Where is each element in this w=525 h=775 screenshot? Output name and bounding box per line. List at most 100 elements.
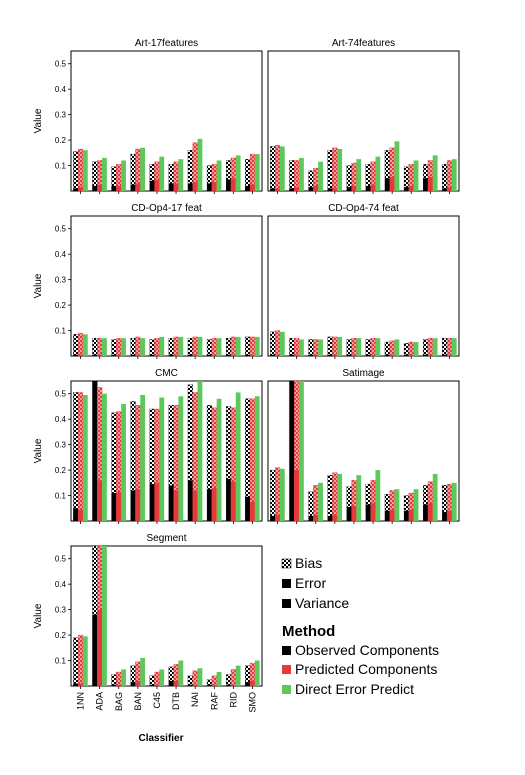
bar-predicted-error-NAI bbox=[192, 354, 198, 356]
bar-predicted-1NN bbox=[274, 145, 281, 192]
bar-observed-1NN bbox=[73, 392, 79, 522]
bar-direct-RAF bbox=[413, 342, 419, 356]
bar-observed-error-SMO bbox=[442, 512, 448, 521]
bar-predicted-SMO bbox=[446, 160, 452, 192]
bar-predicted-DTB bbox=[370, 338, 376, 357]
bar-observed-error-NAI bbox=[384, 510, 390, 521]
bar-observed-error-RAF bbox=[404, 187, 409, 191]
bar-direct-NAI bbox=[197, 336, 203, 356]
bar-direct-SMO bbox=[451, 338, 457, 356]
bar-observed-error-SMO bbox=[245, 496, 251, 521]
bar-predicted-error-RAF bbox=[408, 185, 414, 191]
panel-6: Satimage bbox=[267, 368, 460, 524]
bar-predicted-error-BAN bbox=[332, 354, 338, 356]
bar-direct-BAG bbox=[121, 669, 126, 686]
bar-observed-NAI bbox=[187, 675, 193, 687]
legend-label-direct: Direct Error Predict bbox=[295, 681, 414, 697]
bar-predicted-RID bbox=[427, 338, 433, 357]
bar-observed-RID bbox=[225, 338, 232, 357]
bar-direct-1NN bbox=[279, 146, 285, 191]
bar-observed-error-RAF bbox=[404, 510, 409, 521]
bar-observed-BAN bbox=[327, 150, 333, 192]
bar-predicted-BAN bbox=[332, 336, 338, 357]
bar-predicted-error-C45 bbox=[351, 185, 357, 191]
bar-predicted-error-ADA bbox=[97, 609, 103, 686]
bar-direct-1NN bbox=[82, 636, 88, 686]
bar-direct-ADA bbox=[102, 546, 107, 686]
bar-predicted-BAN bbox=[135, 336, 141, 357]
bar-observed-error-C45 bbox=[346, 354, 352, 356]
bar-direct-DTB bbox=[178, 336, 184, 356]
bar-predicted-error-BAG bbox=[313, 354, 319, 356]
bar-direct-BAN bbox=[337, 473, 343, 521]
bar-direct-ADA bbox=[102, 157, 107, 191]
bar-direct-C45 bbox=[356, 475, 362, 521]
bar-direct-1NN bbox=[279, 331, 285, 356]
bar-observed-error-C45 bbox=[149, 180, 155, 191]
bar-observed-error-NAI bbox=[187, 183, 193, 191]
bar-observed-error-DTB bbox=[168, 183, 174, 191]
panel-title: Satimage bbox=[342, 368, 385, 379]
bar-predicted-error-NAI bbox=[192, 490, 198, 521]
bar-direct-NAI bbox=[394, 141, 400, 191]
bar-observed-error-RAF bbox=[207, 684, 212, 686]
y-tick-label: 0.4 bbox=[55, 580, 67, 589]
bar-direct-SMO bbox=[451, 482, 457, 521]
bar-observed-1NN bbox=[270, 146, 276, 192]
legend-label-bias: Bias bbox=[295, 555, 322, 571]
bar-direct-SMO bbox=[254, 336, 260, 356]
bar-direct-C45 bbox=[159, 156, 165, 191]
legend-label-observed: Observed Components bbox=[295, 642, 439, 658]
bar-predicted-error-BAN bbox=[135, 489, 141, 521]
bar-observed-error-DTB bbox=[365, 185, 371, 191]
bar-predicted-error-ADA bbox=[97, 184, 103, 191]
bar-observed-DTB bbox=[168, 338, 174, 357]
bar-observed-error-ADA bbox=[289, 354, 295, 356]
bar-predicted-error-1NN bbox=[78, 509, 83, 521]
bar-observed-error-BAG bbox=[111, 684, 117, 686]
panel-4: CD-Op4-74 feat bbox=[267, 203, 460, 359]
y-tick-label: 0.1 bbox=[55, 492, 67, 501]
bar-predicted-error-BAN bbox=[135, 680, 141, 686]
bar-observed-error-BAN bbox=[130, 354, 136, 356]
y-tick-label: 0.3 bbox=[55, 111, 67, 120]
y-tick-label: 0.3 bbox=[55, 276, 67, 285]
bar-observed-error-C45 bbox=[346, 507, 352, 521]
y-tick-label: 0.1 bbox=[55, 657, 67, 666]
bar-predicted-1NN bbox=[274, 467, 281, 522]
bar-observed-error-BAN bbox=[327, 515, 333, 521]
bar-observed-error-1NN bbox=[73, 683, 79, 686]
bar-observed-SMO bbox=[442, 164, 448, 192]
bar-observed-C45 bbox=[149, 675, 155, 687]
bar-observed-error-ADA bbox=[92, 185, 98, 191]
bar-predicted-error-DTB bbox=[173, 354, 179, 356]
legend-method-title: Method bbox=[282, 623, 335, 640]
bar-direct-DTB bbox=[178, 660, 184, 686]
bar-direct-DTB bbox=[375, 338, 381, 356]
legend-item-error: Error bbox=[282, 575, 326, 591]
panel-frame bbox=[70, 545, 263, 687]
panel-frame bbox=[70, 215, 263, 357]
bar-observed-error-ADA bbox=[92, 614, 98, 686]
bar-predicted-error-NAI bbox=[389, 177, 395, 191]
bar-predicted-error-SMO bbox=[250, 354, 255, 356]
bar-observed-RAF bbox=[403, 343, 409, 357]
bar-direct-BAN bbox=[140, 338, 146, 356]
bar-direct-DTB bbox=[375, 156, 381, 191]
x-tick-label-DTB: DTB bbox=[171, 692, 181, 710]
bar-predicted-error-BAN bbox=[332, 514, 338, 521]
bar-direct-RAF bbox=[216, 672, 222, 686]
panel-frame bbox=[70, 50, 263, 192]
bar-predicted-1NN bbox=[78, 392, 84, 522]
bar-predicted-error-C45 bbox=[154, 179, 160, 191]
bar-direct-DTB bbox=[178, 396, 184, 521]
bar-direct-1NN bbox=[82, 334, 88, 356]
bar-observed-error-DTB bbox=[365, 504, 371, 521]
bar-predicted-error-SMO bbox=[447, 187, 452, 191]
bar-direct-C45 bbox=[159, 669, 165, 686]
legend-label-error: Error bbox=[295, 575, 326, 591]
bar-observed-SMO bbox=[442, 338, 448, 357]
panel-title: Art-74features bbox=[332, 38, 395, 49]
x-tick-label-BAG: BAG bbox=[114, 692, 124, 711]
bar-observed-BAG bbox=[111, 339, 117, 357]
